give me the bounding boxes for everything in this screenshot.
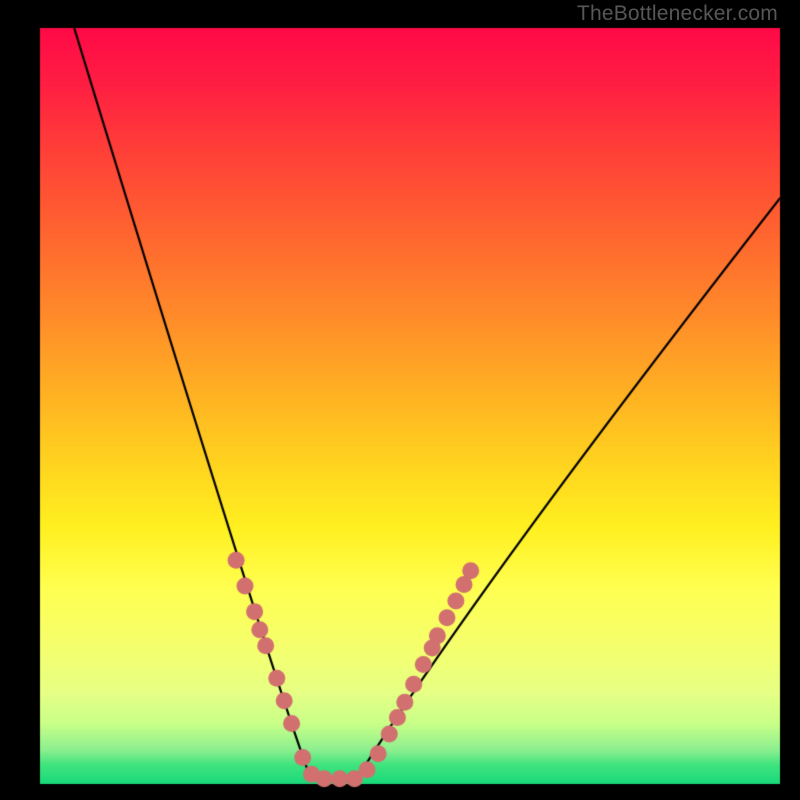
watermark-text: TheBottlenecker.com [577,2,778,26]
chart-stage: TheBottlenecker.com [0,0,800,800]
curve-dots [0,0,800,800]
